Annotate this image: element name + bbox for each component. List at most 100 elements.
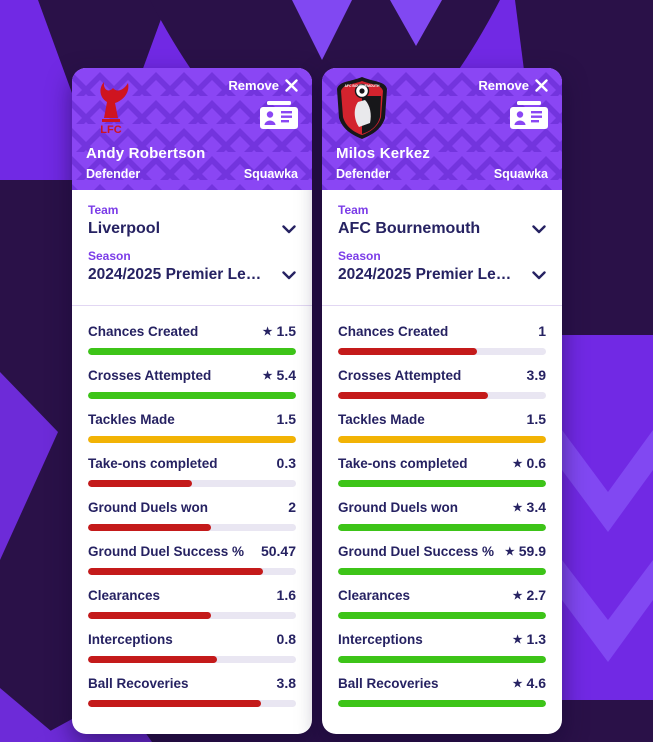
team-select[interactable]: Liverpool — [88, 220, 296, 238]
stat-bar-fill — [338, 656, 546, 663]
stat-bar-track — [88, 480, 296, 487]
stat-label: Ground Duel Success % — [88, 544, 245, 559]
stat-value: ★ 0.6 — [513, 455, 546, 471]
stat-bar-track — [338, 392, 546, 399]
player-id-card-button[interactable] — [260, 101, 298, 134]
stat-bar-track — [338, 524, 546, 531]
stat-bar-track — [88, 700, 296, 707]
team-select[interactable]: AFC Bournemouth — [338, 220, 546, 238]
stat-row: Ground Duel Success % ★ 59.9 — [338, 543, 546, 575]
stat-value: ★ 1 — [538, 323, 546, 339]
stat-value: ★ 0.8 — [277, 631, 296, 647]
star-icon: ★ — [512, 502, 523, 514]
stat-row: Clearances ★ 2.7 — [338, 587, 546, 619]
stat-value-number: 2.7 — [526, 587, 546, 603]
stat-bar-fill — [88, 348, 296, 355]
stat-value-number: 1.3 — [526, 631, 546, 647]
stat-label: Crosses Attempted — [88, 368, 212, 383]
stat-label: Clearances — [338, 588, 411, 603]
stat-row: Tackles Made ★ 1.5 — [88, 411, 296, 443]
stat-label: Ball Recoveries — [88, 676, 189, 691]
stat-value: ★ 5.4 — [263, 367, 296, 383]
filters-section: Team Liverpool Season 2024/2025 Premier … — [72, 190, 312, 305]
season-select[interactable]: 2024/2025 Premier Le… — [338, 266, 546, 284]
star-icon: ★ — [504, 546, 515, 558]
stat-bar-track — [88, 656, 296, 663]
stat-row: Ground Duels won ★ 2 — [88, 499, 296, 531]
stat-row: Crosses Attempted ★ 3.9 — [338, 367, 546, 399]
stat-label: Ball Recoveries — [338, 676, 439, 691]
player-position: Defender — [336, 167, 391, 181]
player-card-robertson: LFC Remove — [72, 68, 312, 734]
stat-label: Ground Duel Success % — [338, 544, 495, 559]
star-icon: ★ — [262, 370, 273, 382]
stat-value-number: 1 — [538, 323, 546, 339]
player-name: Andy Robertson — [86, 145, 206, 162]
stat-value: ★ 3.4 — [513, 499, 546, 515]
stat-value-number: 50.47 — [260, 543, 296, 559]
afc-bournemouth-crest: AFC BOURNEMOUTH — [337, 77, 387, 139]
star-icon: ★ — [512, 634, 523, 646]
stat-bar-track — [88, 568, 296, 575]
season-select[interactable]: 2024/2025 Premier Le… — [88, 266, 296, 284]
stat-value: ★ 2 — [288, 499, 296, 515]
chevron-down-icon — [282, 224, 296, 233]
card-header: AFC BOURNEMOUTH Remove — [322, 68, 562, 190]
star-icon: ★ — [512, 678, 523, 690]
stat-value-number: 1.5 — [276, 323, 296, 339]
stat-value: ★ 50.47 — [261, 543, 296, 559]
chevron-down-icon — [282, 270, 296, 279]
stat-bar-track — [338, 436, 546, 443]
team-label: Team — [338, 203, 369, 217]
stat-bar-track — [338, 480, 546, 487]
stat-bar-fill — [88, 656, 217, 663]
stat-bar-track — [338, 348, 546, 355]
stat-label: Take-ons completed — [88, 456, 218, 471]
close-icon — [285, 79, 298, 92]
chevron-down-icon — [532, 270, 546, 279]
stat-value-number: 3.9 — [526, 367, 546, 383]
stat-label: Ground Duels won — [338, 500, 458, 515]
team-label: Team — [88, 203, 119, 217]
stat-bar-fill — [88, 480, 192, 487]
player-card-kerkez: AFC BOURNEMOUTH Remove — [322, 68, 562, 734]
stat-value: ★ 1.3 — [513, 631, 546, 647]
stat-row: Chances Created ★ 1.5 — [88, 323, 296, 355]
stat-row: Tackles Made ★ 1.5 — [338, 411, 546, 443]
star-icon: ★ — [512, 458, 523, 470]
stat-label: Chances Created — [88, 324, 199, 339]
stat-bar-fill — [338, 392, 488, 399]
crest-text: LFC — [100, 124, 121, 136]
stat-bar-fill — [338, 612, 546, 619]
stat-bar-track — [338, 568, 546, 575]
stat-row: Ground Duels won ★ 3.4 — [338, 499, 546, 531]
team-value: Liverpool — [88, 220, 161, 237]
header-scale-pattern — [72, 68, 312, 190]
stat-value-number: 0.6 — [526, 455, 546, 471]
stat-label: Crosses Attempted — [338, 368, 462, 383]
season-value: 2024/2025 Premier Le… — [338, 266, 512, 283]
stat-bar-track — [338, 612, 546, 619]
star-icon: ★ — [512, 590, 523, 602]
stat-value: ★ 1.5 — [277, 411, 296, 427]
chevron-down-icon — [532, 224, 546, 233]
remove-button[interactable]: Remove — [228, 78, 298, 93]
player-id-card-button[interactable] — [510, 101, 548, 134]
star-icon: ★ — [262, 326, 273, 338]
stat-label: Take-ons completed — [338, 456, 468, 471]
crest-text: AFC BOURNEMOUTH — [344, 84, 380, 88]
stat-value: ★ 3.8 — [277, 675, 296, 691]
player-comparison: LFC Remove — [72, 68, 562, 734]
remove-button[interactable]: Remove — [478, 78, 548, 93]
stat-value: ★ 1.5 — [263, 323, 296, 339]
stat-value: ★ 59.9 — [505, 543, 546, 559]
stat-row: Take-ons completed ★ 0.3 — [88, 455, 296, 487]
player-name: Milos Kerkez — [336, 145, 431, 162]
stat-row: Interceptions ★ 1.3 — [338, 631, 546, 663]
stat-bar-track — [338, 700, 546, 707]
stat-row: Crosses Attempted ★ 5.4 — [88, 367, 296, 399]
team-value: AFC Bournemouth — [338, 220, 481, 237]
stat-bar-fill — [338, 524, 546, 531]
stat-row: Ball Recoveries ★ 4.6 — [338, 675, 546, 707]
stat-bar-fill — [338, 480, 546, 487]
